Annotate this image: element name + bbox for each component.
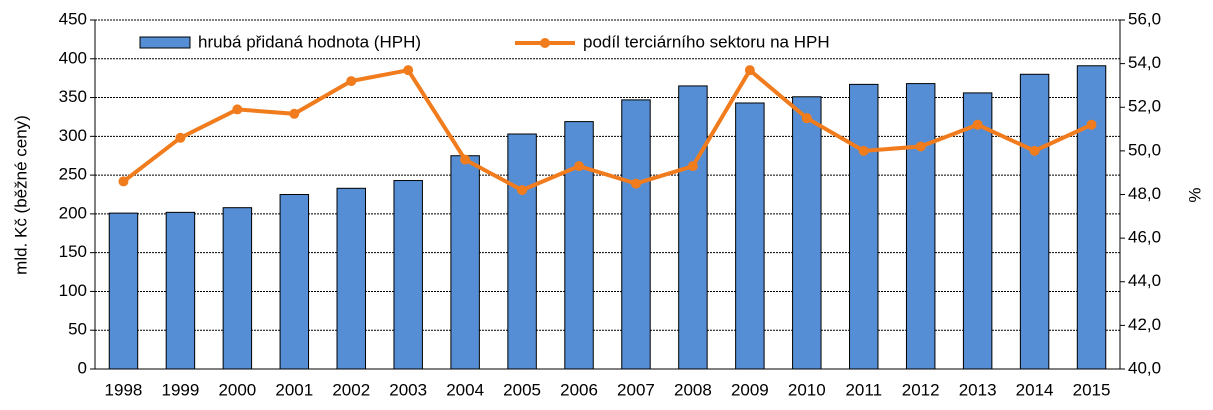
bar xyxy=(1019,73,1050,370)
line-point xyxy=(801,113,812,124)
x-tick-label: 2001 xyxy=(275,380,313,399)
legend-marker xyxy=(540,38,550,48)
legend-label: hrubá přidaná hodnota (HPH) xyxy=(198,32,421,51)
line-point xyxy=(460,154,471,165)
bar xyxy=(621,99,651,370)
bar xyxy=(962,92,993,370)
bar xyxy=(507,133,537,370)
line-point xyxy=(687,161,698,172)
x-tick-label: 2000 xyxy=(218,380,256,399)
y-tick-label: 200 xyxy=(59,203,87,222)
y2-tick-label: 44,0 xyxy=(1128,271,1161,290)
y-tick-label: 100 xyxy=(59,281,87,300)
x-tick-label: 2011 xyxy=(845,380,882,399)
line-point xyxy=(289,108,300,119)
line-point xyxy=(915,141,926,152)
legend-label: podíl terciárního sektoru na HPH xyxy=(583,32,830,51)
y2-axis-label: % xyxy=(1185,187,1204,202)
bar xyxy=(336,187,366,370)
y-tick-label: 250 xyxy=(59,165,87,184)
y-tick-label: 350 xyxy=(59,87,87,106)
bar xyxy=(393,180,423,370)
line-point xyxy=(403,65,414,76)
x-tick-label: 1999 xyxy=(162,380,200,399)
y-tick-label: 150 xyxy=(59,242,87,261)
y2-tick-label: 56,0 xyxy=(1128,9,1161,28)
y2-tick-label: 46,0 xyxy=(1128,228,1161,247)
y2-tick-label: 48,0 xyxy=(1128,184,1161,203)
x-tick-label: 2006 xyxy=(560,380,598,399)
x-tick-label: 1998 xyxy=(105,380,143,399)
legend-swatch xyxy=(139,36,191,49)
line-point xyxy=(118,176,129,187)
x-tick-label: 2002 xyxy=(332,380,370,399)
bar xyxy=(108,212,139,370)
line xyxy=(122,67,1093,193)
bar xyxy=(279,194,310,370)
y2-tick-label: 40,0 xyxy=(1128,358,1161,377)
x-tick-label: 2008 xyxy=(674,380,712,399)
bar xyxy=(564,121,594,370)
bar xyxy=(222,207,253,370)
line-point xyxy=(1029,145,1040,156)
x-tick-label: 2010 xyxy=(788,380,826,399)
bar xyxy=(792,96,822,370)
y2-tick-label: 54,0 xyxy=(1128,53,1161,72)
line-point xyxy=(630,178,641,189)
line-point xyxy=(346,76,357,87)
line-point xyxy=(517,185,528,196)
line-point xyxy=(858,145,869,156)
line-point xyxy=(175,132,186,143)
y-tick-label: 0 xyxy=(78,358,87,377)
bar xyxy=(165,211,196,370)
x-tick-label: 2012 xyxy=(902,380,940,399)
y-tick-label: 300 xyxy=(59,126,87,145)
x-tick-label: 2003 xyxy=(389,380,427,399)
bar xyxy=(450,155,480,370)
y-axis-label: mld. Kč (běžné ceny) xyxy=(11,115,30,275)
line-point xyxy=(574,161,585,172)
y2-tick-label: 50,0 xyxy=(1128,140,1161,159)
x-tick-label: 2015 xyxy=(1073,380,1111,399)
x-tick-label: 2004 xyxy=(446,380,484,399)
y2-tick-label: 52,0 xyxy=(1128,97,1161,116)
line-point xyxy=(972,119,983,130)
bar xyxy=(849,83,879,370)
bar xyxy=(905,83,936,370)
x-tick-label: 2014 xyxy=(1016,380,1054,399)
bar xyxy=(678,85,708,370)
y-tick-label: 450 xyxy=(59,9,87,28)
x-tick-label: 2007 xyxy=(617,380,655,399)
x-tick-label: 2009 xyxy=(731,380,769,399)
line-point xyxy=(744,65,755,76)
line-point xyxy=(1086,119,1097,130)
y2-tick-label: 42,0 xyxy=(1128,315,1161,334)
line-point xyxy=(232,104,243,115)
bar xyxy=(1076,65,1107,370)
y-tick-label: 400 xyxy=(59,48,87,67)
bar xyxy=(735,102,765,370)
y-tick-label: 50 xyxy=(68,320,87,339)
x-tick-label: 2013 xyxy=(959,380,997,399)
x-tick-label: 2005 xyxy=(503,380,541,399)
